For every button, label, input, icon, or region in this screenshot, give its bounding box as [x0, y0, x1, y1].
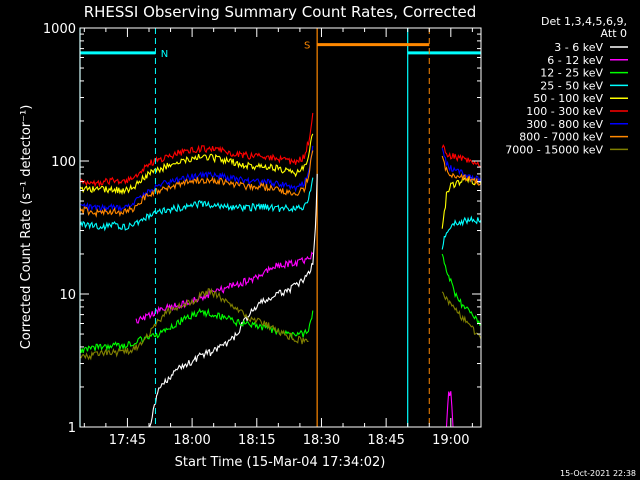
legend-label: 800 - 7000 keV [519, 131, 603, 144]
y-axis-label: Corrected Count Rate (s⁻¹ detector⁻¹) [19, 105, 34, 350]
series-line-6-12kev-seg0 [135, 251, 314, 324]
series-line-3-6kev-seg0 [149, 262, 313, 427]
footer-date: 15-Oct-2021 22:38 [560, 469, 636, 478]
series-line-800-7000kev-seg0 [80, 150, 314, 218]
x-tick-label: 19:00 [432, 433, 469, 448]
y-tick-label: 10 [59, 288, 76, 303]
series-line-50-100kev-seg0 [80, 133, 314, 196]
y-tick-label: 100 [51, 155, 76, 170]
y-tick-label: 1 [68, 421, 76, 436]
x-tick-label: 18:15 [238, 433, 275, 448]
x-tick-label: 18:30 [303, 433, 340, 448]
y-axis: 1 10 100 1000 [43, 22, 481, 436]
chart-title: RHESSI Observing Summary Count Rates, Co… [84, 3, 477, 21]
series-line-6-12kev-seg1 [445, 391, 454, 427]
series-line-12-25kev-seg1 [441, 253, 481, 327]
y-tick-label: 1000 [43, 22, 76, 37]
legend-label: 50 - 100 keV [533, 92, 603, 105]
legend-header-line: Att 0 [601, 27, 627, 40]
series-layer [80, 112, 481, 427]
series-line-7000-15000kev-seg0 [80, 287, 309, 361]
legend-label: 3 - 6 keV [554, 41, 603, 54]
plot-frame [79, 27, 482, 428]
series-line-100-300kev-seg0 [80, 112, 314, 188]
legend-label: 25 - 50 keV [540, 79, 603, 92]
series-line-50-100kev-seg1 [441, 176, 481, 229]
series-line-25-50kev-seg1 [441, 215, 481, 250]
flag-label-n: N [161, 49, 168, 60]
x-axis: 17:45 18:00 18:15 18:30 18:45 19:00 [83, 28, 473, 448]
legend-label: 7000 - 15000 keV [505, 143, 603, 156]
x-tick-label: 17:45 [109, 433, 146, 448]
legend-label: 6 - 12 keV [547, 54, 603, 67]
x-tick-label: 18:00 [173, 433, 210, 448]
legend-label: 300 - 800 keV [526, 118, 603, 131]
legend-label: 100 - 300 keV [526, 105, 603, 118]
legend-header-line: Det 1,3,4,5,6,9, [541, 15, 627, 28]
series-line-7000-15000kev-seg1 [441, 291, 481, 340]
series-line-800-7000kev-seg1 [441, 155, 481, 186]
series-line-3-6kev-seg1 [312, 173, 318, 266]
x-axis-label: Start Time (15-Mar-04 17:34:02) [175, 455, 386, 470]
x-tick-label: 18:45 [367, 433, 404, 448]
series-line-300-800kev-seg0 [80, 145, 314, 214]
flag-label-s: S [304, 41, 310, 52]
series-line-25-50kev-seg0 [80, 177, 314, 232]
series-line-100-300kev-seg1 [441, 144, 481, 168]
legend-label: 12 - 25 keV [540, 67, 603, 80]
